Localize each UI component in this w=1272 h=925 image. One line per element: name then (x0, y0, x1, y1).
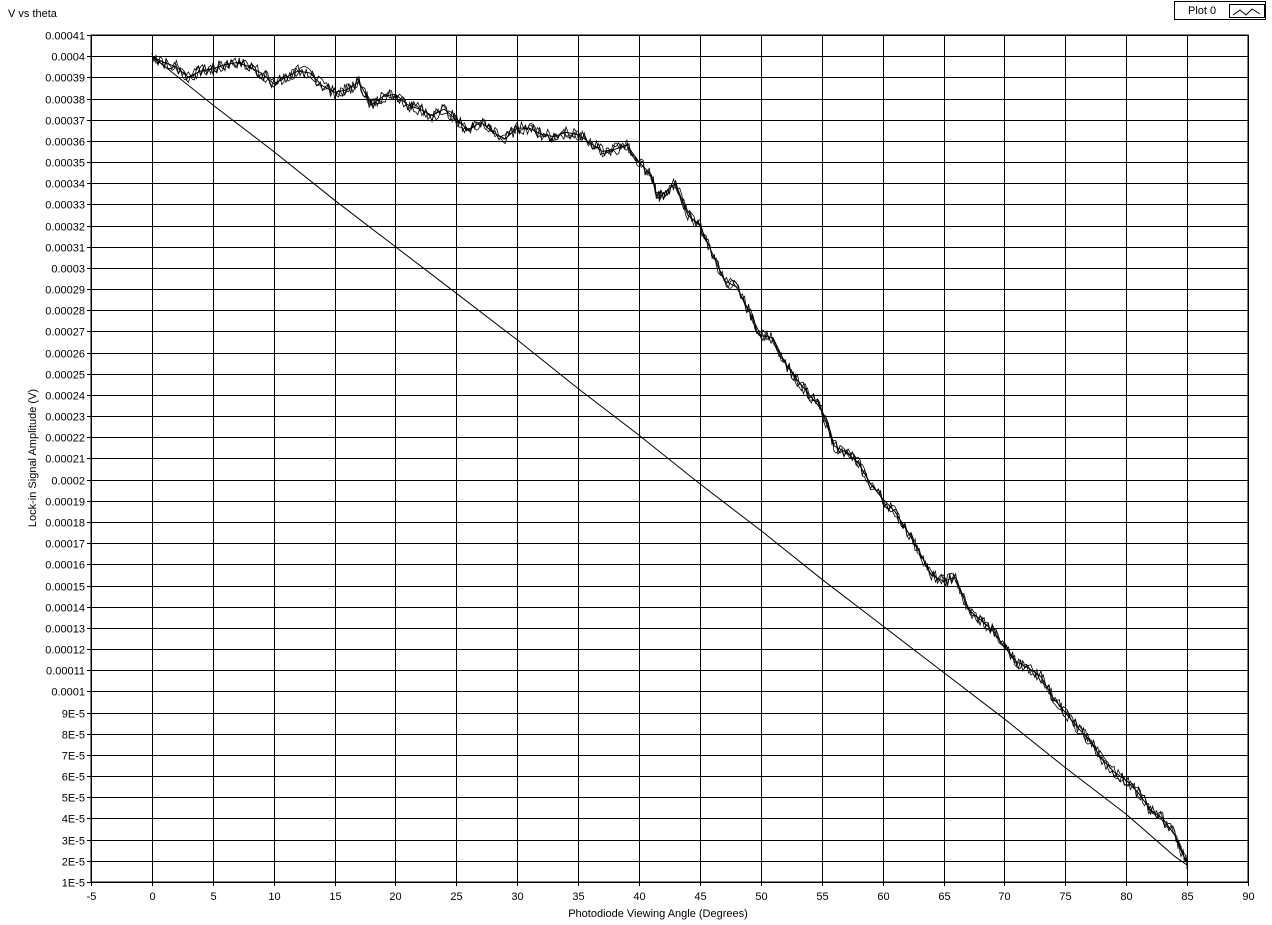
y-tick-label: 0.00031 (45, 243, 85, 255)
series-noise-trace (151, 55, 1188, 870)
x-tick-label: 80 (1120, 891, 1132, 903)
y-tick-label: 0.00038 (45, 95, 85, 107)
y-tick-label: 5E-5 (62, 793, 85, 805)
y-tick-label: 0.00012 (45, 645, 85, 657)
y-tick-label: 0.0004 (51, 52, 85, 64)
y-tick-label: 0.00036 (45, 137, 85, 149)
y-tick-label: 4E-5 (62, 814, 85, 826)
y-tick-label: 6E-5 (62, 772, 85, 784)
x-tick-label: 75 (1059, 891, 1071, 903)
y-tick-label: 0.00024 (45, 391, 85, 403)
y-tick-label: 0.00029 (45, 285, 85, 297)
y-tick-label: 0.00025 (45, 370, 85, 382)
y-tick-label: 0.00017 (45, 539, 85, 551)
x-tick-label: 55 (816, 891, 828, 903)
x-tick-label: 30 (511, 891, 523, 903)
y-tick-label: 0.00013 (45, 624, 85, 636)
y-tick-label: 0.00034 (45, 179, 85, 191)
y-tick-label: 0.00016 (45, 560, 85, 572)
series-noise-trace (151, 52, 1188, 869)
x-axis-title: Photodiode Viewing Angle (Degrees) (568, 908, 748, 920)
x-tick-label: 90 (1242, 891, 1254, 903)
y-tick-label: 3E-5 (62, 836, 85, 848)
x-tick-label: 70 (998, 891, 1010, 903)
x-tick-label: 15 (329, 891, 341, 903)
x-tick-label: 20 (389, 891, 401, 903)
x-tick-label: 60 (877, 891, 889, 903)
y-tick-label: 0.00022 (45, 433, 85, 445)
x-tick-label: 45 (694, 891, 706, 903)
legend-line-swatch-icon[interactable] (1229, 3, 1265, 18)
x-tick-label: 85 (1181, 891, 1193, 903)
chart-title: V vs theta (8, 8, 57, 20)
y-tick-label: 0.0002 (51, 476, 85, 488)
x-tick-label: 0 (149, 891, 155, 903)
y-tick-label: 0.00011 (46, 666, 85, 678)
y-tick-label: 9E-5 (62, 709, 85, 721)
y-tick-label: 0.0003 (51, 264, 85, 276)
x-tick-label: -5 (87, 891, 97, 903)
y-tick-label: 0.0001 (51, 687, 85, 699)
legend[interactable]: Plot 0 (1174, 1, 1266, 20)
y-tick-label: 0.00018 (45, 518, 85, 530)
y-tick-label: 0.00028 (45, 306, 85, 318)
y-tick-label: 7E-5 (62, 751, 85, 763)
y-tick-label: 0.00033 (45, 200, 85, 212)
y-tick-label: 0.00021 (45, 454, 85, 466)
y-tick-label: 1E-5 (62, 878, 85, 890)
x-tick-label: 50 (755, 891, 767, 903)
x-tick-label: 35 (572, 891, 584, 903)
series-noise-trace (151, 56, 1188, 869)
y-tick-label: 0.00026 (45, 349, 85, 361)
y-tick-label: 0.00015 (45, 582, 85, 594)
y-tick-label: 0.00027 (45, 327, 85, 339)
y-tick-label: 8E-5 (62, 730, 85, 742)
x-tick-label: 25 (450, 891, 462, 903)
x-tick-label: 5 (210, 891, 216, 903)
y-tick-label: 0.00039 (45, 73, 85, 85)
y-tick-label: 0.00023 (45, 412, 85, 424)
y-tick-label: 2E-5 (62, 857, 85, 869)
legend-entry-label: Plot 0 (1188, 4, 1217, 17)
y-tick-label: 0.00037 (45, 116, 85, 128)
x-tick-label: 65 (938, 891, 950, 903)
y-tick-label: 0.00019 (45, 497, 85, 509)
y-tick-label: 0.00041 (45, 31, 85, 43)
x-tick-label: 10 (268, 891, 280, 903)
x-tick-label: 40 (633, 891, 645, 903)
y-tick-label: 0.00014 (45, 603, 85, 615)
y-tick-label: 0.00035 (45, 158, 85, 170)
y-tick-label: 0.00032 (45, 222, 85, 234)
